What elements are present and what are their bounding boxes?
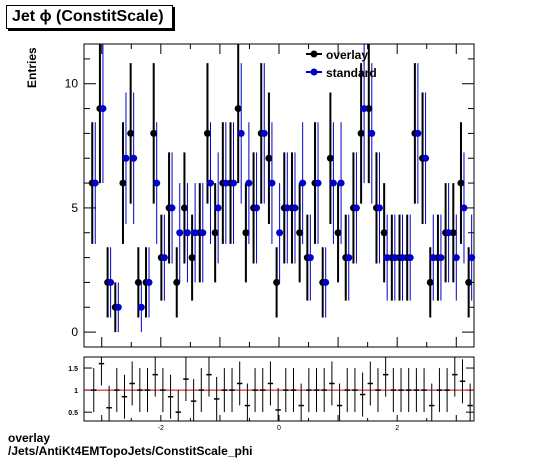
- standard-point: [368, 129, 376, 137]
- overlay-point: [119, 179, 127, 187]
- standard-point: [130, 154, 138, 162]
- standard-point: [468, 254, 476, 262]
- ratio-plot-frame: [83, 356, 475, 422]
- standard-point: [460, 204, 468, 212]
- standard-point: [345, 254, 353, 262]
- standard-point: [168, 204, 176, 212]
- overlay-point: [380, 229, 388, 237]
- overlay-point: [180, 204, 188, 212]
- standard-point: [391, 254, 399, 262]
- standard-point: [107, 278, 115, 286]
- legend-marker-standard: [310, 68, 318, 76]
- standard-point: [399, 254, 407, 262]
- standard-point: [214, 204, 222, 212]
- standard-point: [183, 229, 191, 237]
- y-tick-label: 5: [71, 201, 78, 215]
- legend-label-standard: standard: [326, 66, 377, 80]
- standard-point: [191, 229, 199, 237]
- standard-point: [253, 204, 261, 212]
- overlay-point: [188, 254, 196, 262]
- overlay-point: [357, 129, 365, 137]
- overlay-point: [326, 154, 334, 162]
- standard-point: [91, 179, 99, 187]
- standard-point: [329, 179, 337, 187]
- y-tick-label: 0: [71, 325, 78, 339]
- main-axis-ticks: 0 5 10: [65, 44, 474, 347]
- legend: overlay standard: [306, 48, 377, 80]
- standard-point: [314, 179, 322, 187]
- standard-point: [230, 179, 238, 187]
- overlay-point: [173, 278, 181, 286]
- standard-point: [406, 254, 414, 262]
- legend-label-overlay: overlay: [326, 48, 368, 62]
- standard-point: [137, 303, 145, 311]
- standard-point: [160, 254, 168, 262]
- footer: overlay /Jets/AntiKt4EMTopoJets/ConstitS…: [8, 432, 252, 458]
- standard-point: [145, 278, 153, 286]
- standard-point: [283, 204, 291, 212]
- standard-point: [299, 179, 307, 187]
- footer-line-2: /Jets/AntiKt4EMTopoJets/ConstitScale_phi: [8, 444, 253, 458]
- overlay-point: [465, 278, 473, 286]
- overlay-point: [457, 179, 465, 187]
- overlay-point: [426, 278, 434, 286]
- overlay-point: [296, 229, 304, 237]
- ratio-data-marks: [84, 357, 474, 421]
- standard-point: [199, 229, 207, 237]
- standard-point: [306, 254, 314, 262]
- standard-point: [429, 254, 437, 262]
- overlay-point: [127, 129, 135, 137]
- standard-point: [276, 229, 284, 237]
- standard-point: [437, 254, 445, 262]
- standard-point: [222, 179, 230, 187]
- overlay-point: [234, 105, 242, 113]
- standard-point: [337, 179, 345, 187]
- standard-point: [352, 204, 360, 212]
- overlay-point: [134, 278, 142, 286]
- ratio-y-tick-label: 1: [74, 388, 78, 395]
- ratio-x-tick-label: -2: [158, 425, 164, 432]
- standard-point: [99, 105, 107, 113]
- standard-point: [268, 179, 276, 187]
- standard-point: [422, 154, 430, 162]
- ratio-x-tick-label: 0: [277, 425, 281, 432]
- legend-marker-overlay: [310, 50, 318, 58]
- overlay-point: [211, 229, 219, 237]
- ratio-axis-ticks: 0.5 1 1.5 -2 0 2: [68, 366, 474, 432]
- standard-point: [383, 254, 391, 262]
- standard-point: [245, 179, 253, 187]
- footer-line-1: overlay: [8, 431, 51, 445]
- y-axis-label: Entries: [25, 47, 39, 88]
- standard-point: [291, 204, 299, 212]
- overlay-point: [273, 278, 281, 286]
- standard-point: [322, 278, 330, 286]
- overlay-point: [203, 129, 211, 137]
- standard-point: [114, 303, 122, 311]
- standard-point: [206, 179, 214, 187]
- ratio-y-tick-label: 0.5: [68, 410, 78, 417]
- ratio-x-tick-label: 2: [395, 425, 399, 432]
- overlay-point: [334, 229, 342, 237]
- ratio-y-tick-label: 1.5: [68, 366, 78, 373]
- standard-point: [445, 229, 453, 237]
- standard-point: [122, 154, 130, 162]
- overlay-point: [265, 154, 273, 162]
- standard-point: [360, 105, 368, 113]
- standard-point: [237, 129, 245, 137]
- standard-point: [414, 129, 422, 137]
- overlay-point: [242, 229, 250, 237]
- chart-title: Jet ϕ (ConstitScale): [6, 5, 173, 29]
- main-data-marks: [88, 44, 476, 333]
- standard-point: [452, 254, 460, 262]
- standard-point: [375, 204, 383, 212]
- overlay-point: [150, 129, 158, 137]
- y-tick-label: 10: [65, 77, 79, 91]
- standard-point: [153, 179, 161, 187]
- standard-point: [260, 129, 268, 137]
- standard-point: [176, 229, 184, 237]
